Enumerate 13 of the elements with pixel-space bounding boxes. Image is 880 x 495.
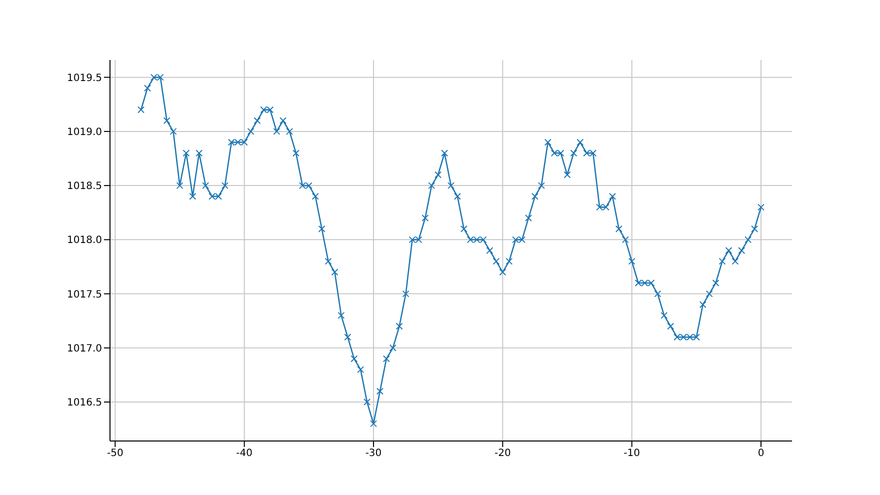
x-tick-label: -50 <box>106 448 124 460</box>
x-tick-label: -30 <box>365 448 382 460</box>
y-tick-label: 1019.5 <box>67 72 102 84</box>
x-tick-label: -20 <box>494 448 511 460</box>
x-tick-label: -10 <box>624 448 640 460</box>
x-tick-label: 0 <box>758 448 764 460</box>
y-tick-label: 1018.0 <box>67 235 102 246</box>
y-tick-label: 1019.0 <box>67 126 102 138</box>
y-tick-label: 1016.5 <box>67 398 102 409</box>
y-tick-label: 1017.0 <box>67 343 102 354</box>
y-tick-label: 1018.5 <box>67 181 102 192</box>
y-tick-label: 1017.5 <box>67 289 102 300</box>
x-tick-label: -40 <box>236 448 253 460</box>
